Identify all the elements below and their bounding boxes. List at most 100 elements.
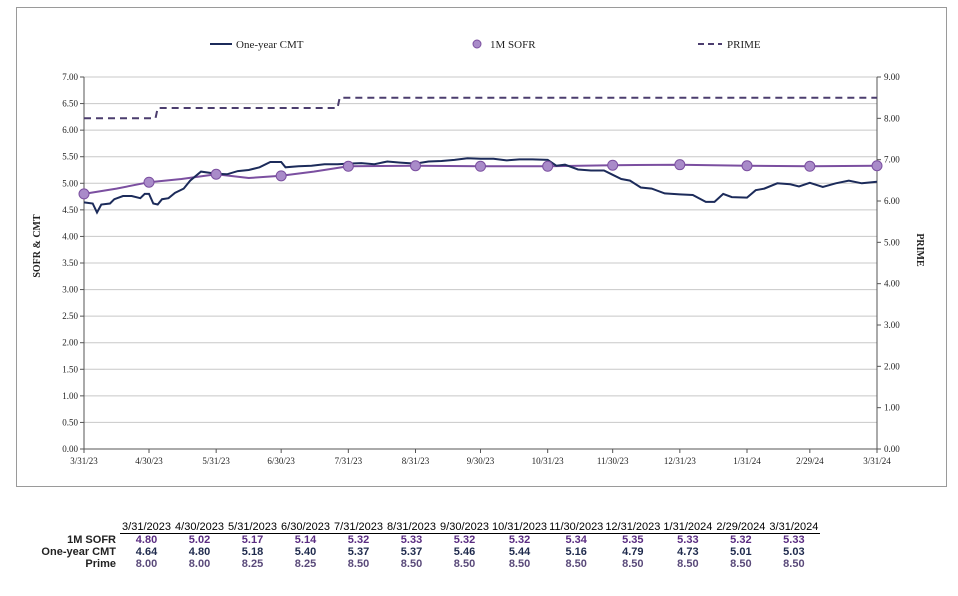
table-header-cell: 3/31/2023 bbox=[120, 521, 173, 534]
x-tick-label: 3/31/23 bbox=[70, 456, 98, 466]
table-cell: 8.25 bbox=[241, 558, 264, 570]
table-cell: 8.50 bbox=[677, 558, 699, 570]
y2-tick-label: 3.00 bbox=[884, 320, 900, 330]
y-tick-label: 7.00 bbox=[62, 72, 78, 82]
table-cell: 8.50 bbox=[565, 558, 587, 570]
table-header-cell: 9/30/2023 bbox=[438, 521, 491, 534]
y2-tick-label: 6.00 bbox=[884, 196, 900, 206]
table-cell: 5.02 bbox=[188, 534, 211, 546]
table-header-cell: 5/31/2023 bbox=[226, 521, 279, 534]
y2-axis-title: PRIME bbox=[914, 233, 925, 267]
table-cell: 4.73 bbox=[677, 546, 699, 558]
cmt-line bbox=[83, 157, 878, 215]
chart-frame bbox=[16, 7, 947, 487]
y-tick-label: 2.00 bbox=[62, 338, 78, 348]
y2-tick-label: 9.00 bbox=[884, 72, 900, 82]
gridlines bbox=[84, 76, 877, 450]
y-tick-label: 3.50 bbox=[62, 258, 78, 268]
table-cell: 5.32 bbox=[453, 534, 476, 546]
rates-table: 3/31/2023 4/30/2023 5/31/2023 6/30/2023 7/31… bbox=[30, 521, 821, 570]
table-cell: 5.46 bbox=[453, 546, 476, 558]
x-tick-label: 10/31/23 bbox=[532, 456, 565, 466]
table-cell: 5.40 bbox=[294, 546, 317, 558]
table-body: 1M SOFR 4.80 5.02 5.17 5.14 5.32 5.33 5.32 5.32 5… bbox=[30, 533, 820, 570]
table-cell: 8.50 bbox=[730, 558, 752, 570]
table-cell: 8.50 bbox=[508, 558, 531, 570]
table-row-label: 1M SOFR bbox=[67, 533, 116, 546]
sofr-marker bbox=[607, 159, 619, 171]
table-row-label: One-year CMT bbox=[41, 546, 116, 558]
sofr-marker bbox=[275, 170, 287, 182]
axes: 0.00 0.50 1.00 1.50 2.00 2.50 3.00 3.50 4.00 4.50… bbox=[62, 72, 900, 466]
table-cell: 5.37 bbox=[400, 546, 423, 558]
x-tick-label: 8/31/23 bbox=[402, 456, 430, 466]
table-cell: 4.64 bbox=[135, 546, 158, 558]
y-tick-label: 4.50 bbox=[62, 205, 78, 215]
table-header-cell: 8/31/2023 bbox=[385, 521, 438, 534]
table-header-cell: 12/31/2023 bbox=[604, 521, 662, 534]
table-cell: 5.33 bbox=[400, 534, 423, 546]
y-tick-label: 5.00 bbox=[62, 178, 78, 188]
table-cell: 5.32 bbox=[730, 534, 752, 546]
y2-tick-label: 1.00 bbox=[884, 403, 900, 413]
table-cell: 5.17 bbox=[241, 534, 264, 546]
sofr-marker bbox=[78, 188, 90, 200]
sofr-marker bbox=[475, 160, 486, 172]
line-chart: 0.00 0.50 1.00 1.50 2.00 2.50 3.00 3.50 4.00 4.50… bbox=[32, 39, 925, 466]
table-cell: 5.18 bbox=[241, 546, 264, 558]
y-tick-label: 1.00 bbox=[62, 391, 78, 401]
x-tick-label: 5/31/23 bbox=[202, 456, 230, 466]
table-cell: 4.79 bbox=[622, 546, 644, 558]
legend-prime-label: PRIME bbox=[727, 39, 761, 51]
table-cell: 5.01 bbox=[730, 546, 752, 558]
table-row: One-year CMT 4.64 4.80 5.18 5.40 5.37 5.37 5.46… bbox=[30, 546, 820, 558]
y-tick-label: 1.50 bbox=[62, 364, 78, 374]
table-header-cell: 10/31/2023 bbox=[491, 521, 549, 534]
sofr-marker bbox=[143, 176, 155, 188]
legend-cmt-label: One-year CMT bbox=[236, 39, 304, 51]
table-cell: 5.16 bbox=[565, 546, 587, 558]
table-header-cell: 1/31/2024 bbox=[661, 521, 715, 534]
legend-sofr-label: 1M SOFR bbox=[490, 39, 536, 51]
x-tick-label: 12/31/23 bbox=[664, 456, 697, 466]
y2-tick-label: 8.00 bbox=[884, 113, 900, 123]
table-header-cell: 6/30/2023 bbox=[279, 521, 332, 534]
table-header-cell: 4/30/2023 bbox=[173, 521, 226, 534]
y-tick-label: 5.50 bbox=[62, 152, 78, 162]
x-tick-label: 6/30/23 bbox=[267, 456, 295, 466]
table-row: Prime 8.00 8.00 8.25 8.25 8.50 8.50 8.50 8.50 8.5… bbox=[30, 558, 820, 570]
x-tick-label: 11/30/23 bbox=[597, 456, 629, 466]
table-cell: 8.50 bbox=[622, 558, 644, 570]
table-cell: 5.34 bbox=[565, 534, 587, 546]
series bbox=[78, 96, 883, 215]
sofr-marker bbox=[741, 160, 753, 172]
x-tick-label: 2/29/24 bbox=[796, 456, 824, 466]
y-tick-label: 3.00 bbox=[62, 285, 78, 295]
y2-tick-label: 7.00 bbox=[884, 155, 900, 165]
table-cell: 5.44 bbox=[508, 546, 531, 558]
y2-tick-label: 5.00 bbox=[884, 237, 900, 247]
table-cell: 8.50 bbox=[453, 558, 476, 570]
table-corner bbox=[30, 521, 120, 534]
y2-tick-label: 0.00 bbox=[884, 444, 900, 454]
x-tick-label: 7/31/23 bbox=[335, 456, 363, 466]
table-header-row: 3/31/2023 4/30/2023 5/31/2023 6/30/2023 7/31… bbox=[30, 521, 821, 534]
sofr-marker bbox=[804, 160, 816, 172]
table-cell: 5.33 bbox=[783, 534, 805, 546]
y-tick-label: 6.00 bbox=[62, 125, 78, 135]
y-tick-label: 6.50 bbox=[62, 99, 78, 109]
sofr-marker bbox=[210, 168, 222, 180]
sofr-marker bbox=[542, 160, 554, 172]
table-header-cell: 7/31/2023 bbox=[332, 521, 385, 534]
table-header-cell: 2/29/2024 bbox=[714, 521, 768, 534]
y2-tick-label: 4.00 bbox=[884, 279, 900, 289]
table-cell: 4.80 bbox=[135, 534, 158, 546]
table-cell: 5.03 bbox=[783, 546, 805, 558]
table-cell: 8.25 bbox=[294, 558, 317, 570]
table-cell: 5.37 bbox=[347, 546, 370, 558]
y-tick-label: 0.00 bbox=[62, 444, 78, 454]
legend-sofr-marker bbox=[472, 39, 482, 49]
table-cell: 5.32 bbox=[347, 534, 370, 546]
x-tick-label: 9/30/23 bbox=[467, 456, 495, 466]
y-tick-label: 4.00 bbox=[62, 231, 78, 241]
